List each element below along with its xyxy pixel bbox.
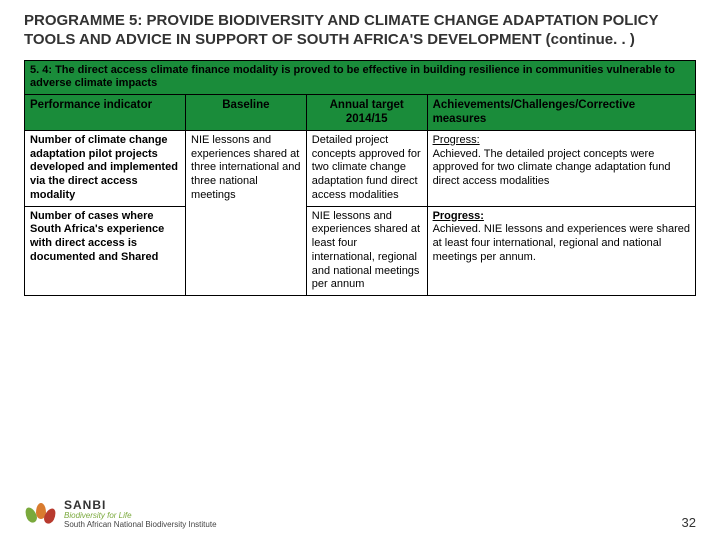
- table-subheading-row: 5. 4: The direct access climate finance …: [25, 60, 696, 95]
- table-subheading: 5. 4: The direct access climate finance …: [25, 60, 696, 95]
- col-performance-indicator: Performance indicator: [25, 95, 186, 131]
- slide: PROGRAMME 5: PROVIDE BIODIVERSITY AND CL…: [0, 0, 720, 540]
- cell-achievement: Progress: Achieved. The detailed project…: [427, 130, 695, 206]
- logo-tagline: Biodiversity for Life: [64, 511, 132, 520]
- cell-achievement: Progress: Achieved. NIE lessons and expe…: [427, 206, 695, 296]
- page-number: 32: [682, 515, 696, 530]
- performance-table: 5. 4: The direct access climate finance …: [24, 60, 696, 297]
- sanbi-logo: SANBI Biodiversity for Life South Africa…: [24, 499, 217, 530]
- footer: SANBI Biodiversity for Life South Africa…: [24, 499, 696, 530]
- table-row: Number of cases where South Africa's exp…: [25, 206, 696, 296]
- logo-text: SANBI Biodiversity for Life South Africa…: [64, 499, 217, 530]
- col-achievements: Achievements/Challenges/Corrective measu…: [427, 95, 695, 131]
- cell-target: NIE lessons and experiences shared at le…: [306, 206, 427, 296]
- table-row: Number of climate change adaptation pilo…: [25, 130, 696, 206]
- cell-indicator: Number of climate change adaptation pilo…: [25, 130, 186, 206]
- progress-label: Progress:: [433, 134, 480, 146]
- col-annual-target: Annual target 2014/15: [306, 95, 427, 131]
- progress-label: Progress:: [433, 210, 484, 222]
- col-baseline: Baseline: [186, 95, 307, 131]
- logo-icon: [24, 501, 58, 529]
- logo-sub: South African National Biodiversity Inst…: [64, 520, 217, 529]
- cell-target: Detailed project concepts approved for t…: [306, 130, 427, 206]
- page-title: PROGRAMME 5: PROVIDE BIODIVERSITY AND CL…: [24, 12, 696, 50]
- table-header-row: Performance indicator Baseline Annual ta…: [25, 95, 696, 131]
- cell-baseline: NIE lessons and experiences shared at th…: [186, 130, 307, 295]
- progress-text: Achieved. The detailed project concepts …: [433, 148, 671, 188]
- progress-text: Achieved. NIE lessons and experiences we…: [433, 223, 690, 263]
- cell-indicator: Number of cases where South Africa's exp…: [25, 206, 186, 296]
